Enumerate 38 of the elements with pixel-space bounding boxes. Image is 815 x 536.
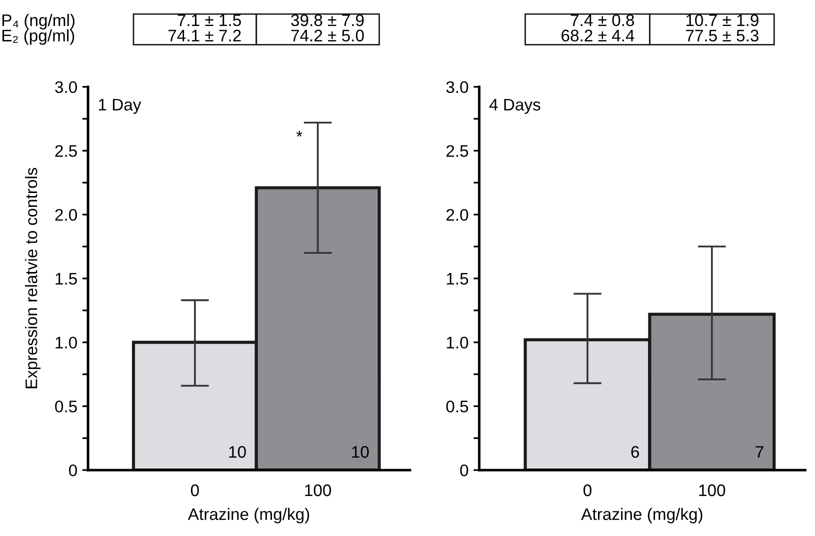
y-tick-label: 2.5 (55, 145, 77, 157)
annotation: 10 (352, 446, 369, 458)
x-tick-label: 100 (699, 484, 726, 496)
y-tick-label: 2.0 (55, 208, 77, 221)
x-tick-label: 0 (190, 484, 199, 496)
text: P₄ (ng/ml) (2, 14, 74, 30)
x-tick-label: 100 (305, 484, 332, 496)
text: 68.2 ± 4.4 (562, 30, 634, 42)
y-tick-label: 1.0 (56, 336, 77, 349)
y-tick-label: 3.0 (446, 81, 468, 94)
text: E₂ (pg/ml) (2, 29, 74, 45)
text: 10.7 ± 1.9 (686, 14, 758, 26)
annotation: 6 (631, 446, 639, 458)
y-tick-label: 1.0 (446, 336, 468, 349)
x-axis-title: Atrazine (mg/kg) (581, 508, 702, 524)
y-tick-label: 2.0 (446, 208, 468, 221)
text: 39.8 ± 7.9 (291, 14, 364, 26)
text: 74.1 ± 7.2 (168, 30, 241, 42)
text: 77.5 ± 5.3 (686, 30, 758, 42)
y-tick-label: 1.5 (446, 273, 468, 285)
y-tick-label: 3.0 (55, 81, 77, 94)
y-tick-label: 0 (460, 464, 468, 476)
text: 7.1 ± 1.5 (178, 14, 241, 26)
text: 4 Days (489, 98, 540, 114)
text: 74.2 ± 5.0 (291, 30, 364, 42)
y-tick-label: 0 (68, 464, 77, 476)
text: 1 Day (98, 98, 142, 114)
text: 7.4 ± 0.8 (570, 14, 634, 26)
y-tick-label: 1.5 (56, 273, 77, 285)
annotation: 7 (756, 446, 764, 458)
y-tick-label: 2.5 (446, 145, 468, 157)
y-tick-label: 0.5 (55, 400, 77, 412)
annotation: * (296, 130, 302, 137)
annotation: 10 (229, 446, 246, 458)
y-tick-label: 0.5 (446, 400, 468, 412)
y-axis-title: Expression relatvie to controls (25, 168, 41, 388)
x-axis-title: Atrazine (mg/kg) (188, 508, 310, 524)
x-tick-label: 0 (583, 484, 592, 496)
